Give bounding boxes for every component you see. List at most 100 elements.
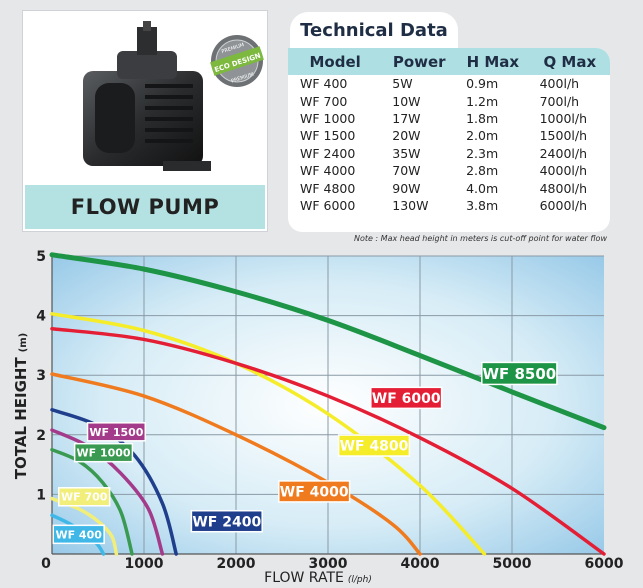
- x-tick-label: 2000: [217, 556, 256, 572]
- table-cell: WF 6000: [300, 197, 356, 213]
- technical-data-title-text: Technical Data: [300, 19, 448, 41]
- table-cell: 1.8m: [466, 110, 499, 126]
- pump-intake-shape: [95, 83, 135, 153]
- table-cell: 2.8m: [466, 163, 499, 179]
- table-cell: 1000l/h: [539, 110, 588, 126]
- label-text-wf-1000: WF 1000: [76, 447, 130, 460]
- table-row: WF 700 10W 1.2m 700l/h: [288, 92, 610, 109]
- y-tick-label: 3: [36, 368, 46, 384]
- table-cell: 130W: [392, 197, 429, 213]
- pump-image: ECO DESIGN PREMIUM PREMIUM: [83, 21, 264, 171]
- curve-labels: WF 400 WF 700 WF 1000 WF 1500 WF 2400 WF 4000…: [52, 361, 558, 545]
- label-box-wf-700: [57, 487, 111, 507]
- x-tick-label: 5000: [493, 556, 532, 572]
- table-row: WF 2400 35W 2.3m 2400l/h: [288, 145, 610, 162]
- table-cell: 400l/h: [539, 76, 580, 92]
- eco-design-badge: ECO DESIGN PREMIUM PREMIUM: [210, 35, 264, 87]
- curve-wf-8500: [49, 252, 607, 431]
- table-cell: 4.0m: [466, 180, 499, 196]
- table-cell: 35W: [392, 145, 421, 161]
- label-box-wf-4800: [337, 434, 411, 457]
- label-wf-1000: WF 1000: [73, 442, 134, 463]
- y-axis-unit: (m): [18, 333, 29, 353]
- label-text-wf-4000: WF 4000: [280, 484, 349, 500]
- label-box-wf-2400: [190, 509, 263, 533]
- table-row: WF 1500 20W 2.0m 1500l/h: [288, 127, 610, 144]
- label-wf-4800: WF 4800: [337, 434, 411, 457]
- x-tick-label: 1000: [125, 556, 164, 572]
- x-tick-label: 0: [41, 556, 51, 572]
- table-cell: WF 2400: [300, 145, 356, 161]
- table-cell: 20W: [392, 128, 421, 144]
- table-cell: 5W: [392, 76, 413, 92]
- table-cell: WF 700: [300, 93, 348, 109]
- table-row: WF 1000 17W 1.8m 1000l/h: [288, 110, 610, 127]
- label-wf-700: WF 700: [57, 487, 111, 507]
- y-tick-label: 5: [36, 249, 46, 265]
- y-axis-label-text: TOTAL HEIGHT: [12, 357, 30, 480]
- grid-lines: [51, 255, 604, 555]
- table-row: WF 400 5W 0.9m 400l/h: [288, 75, 610, 92]
- table-row: WF 4000 70W 2.8m 4000l/h: [288, 162, 610, 179]
- pump-top-shape: [117, 51, 177, 79]
- curve-wf-6000: [50, 326, 606, 556]
- pump-outlet-shape: [137, 27, 157, 55]
- label-wf-400: WF 400: [52, 524, 105, 545]
- label-wf-4000: WF 4000: [278, 480, 351, 503]
- table-cell: WF 4000: [300, 163, 356, 179]
- product-banner: FLOW PUMP: [25, 185, 265, 229]
- column-header: Q Max: [529, 48, 610, 75]
- x-axis-label-text: FLOW RATE: [264, 570, 344, 586]
- table-cell: WF 1000: [300, 110, 356, 126]
- axis-ticks: 0 1000 2000 3000 4000 5000 6000 1 2 3 4 5: [36, 249, 623, 572]
- label-text-wf-2400: WF 2400: [192, 514, 261, 530]
- table-cell: 0.9m: [466, 76, 499, 92]
- label-text-wf-700: WF 700: [61, 491, 108, 504]
- y-tick-label: 1: [36, 487, 46, 503]
- curve-wf-2400: [50, 408, 178, 556]
- table-cell: 1500l/h: [539, 128, 588, 144]
- table-cell: 17W: [392, 110, 421, 126]
- cutoff-note: Note : Max head height in meters is cut-…: [353, 234, 607, 243]
- x-tick-label: 3000: [309, 556, 348, 572]
- label-wf-6000: WF 6000: [370, 386, 443, 410]
- table-cell: WF 1500: [300, 128, 356, 144]
- label-text-wf-400: WF 400: [55, 528, 102, 541]
- pump-curves: [49, 252, 607, 556]
- label-box-wf-8500: [481, 361, 558, 386]
- table-row: WF 6000 130W 3.8m 6000l/h: [288, 197, 610, 214]
- table-cell: WF 4800: [300, 180, 356, 196]
- table-header-row: Model Power H Max Q Max: [288, 48, 610, 75]
- label-wf-8500: WF 8500: [481, 361, 558, 386]
- table-cell: 90W: [392, 180, 421, 196]
- label-box-wf-6000: [370, 386, 443, 410]
- x-tick-label: 6000: [585, 556, 624, 572]
- column-header: H Max: [456, 48, 530, 75]
- table-cell: 10W: [392, 93, 421, 109]
- table-cell: 3.8m: [466, 197, 499, 213]
- label-text-wf-8500: WF 8500: [482, 365, 556, 383]
- label-text-wf-1500: WF 1500: [89, 426, 143, 439]
- table-cell: 6000l/h: [539, 197, 588, 213]
- technical-data-title: Technical Data: [290, 12, 458, 48]
- table-row: WF 4800 90W 4.0m 4800l/h: [288, 179, 610, 196]
- product-card: ECO DESIGN PREMIUM PREMIUM FLOW PUMP: [22, 10, 268, 232]
- column-header: Power: [382, 48, 457, 75]
- curve-wf-1000: [50, 447, 134, 556]
- x-axis-label: FLOW RATE (l/ph): [264, 570, 372, 586]
- label-text-wf-4800: WF 4800: [340, 439, 409, 455]
- table-cell: 4800l/h: [539, 180, 588, 196]
- label-box-wf-4000: [278, 480, 351, 503]
- table-cell: 2400l/h: [539, 145, 588, 161]
- y-axis-label: TOTAL HEIGHT (m): [12, 333, 30, 479]
- label-box-wf-1500: [86, 422, 147, 442]
- product-name: FLOW PUMP: [70, 195, 220, 219]
- technical-data-table: Model Power H Max Q Max WF 400 5W 0.9m 400l…: [288, 48, 610, 232]
- table-cell: 2.0m: [466, 128, 499, 144]
- table-cell: 70W: [392, 163, 421, 179]
- curve-wf-4000: [50, 372, 422, 556]
- label-box-wf-1000: [73, 442, 134, 463]
- y-tick-label: 2: [36, 428, 46, 444]
- x-axis-unit: (l/ph): [348, 575, 372, 585]
